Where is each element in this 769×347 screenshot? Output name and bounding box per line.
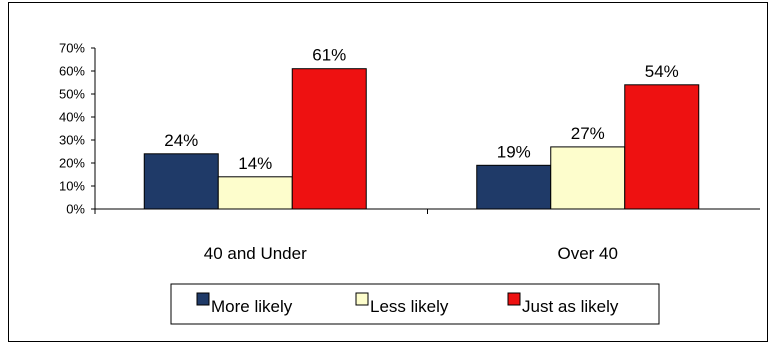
bar — [476, 164, 552, 210]
y-tick-label: 70% — [59, 41, 85, 56]
bar — [550, 146, 626, 210]
bar — [291, 68, 367, 210]
legend-label: More likely — [211, 297, 293, 316]
y-tick-label: 10% — [59, 179, 85, 194]
data-label: 24% — [164, 131, 198, 150]
bar — [217, 176, 293, 210]
category-label: 40 and Under — [204, 244, 307, 263]
legend-label: Just as likely — [522, 297, 619, 316]
data-label: 54% — [645, 62, 679, 81]
y-tick-label: 60% — [59, 64, 85, 79]
y-tick-label: 20% — [59, 156, 85, 171]
legend — [170, 283, 660, 325]
legend-swatch — [507, 292, 521, 306]
bar — [624, 84, 700, 210]
y-tick-label: 0% — [66, 202, 85, 217]
legend-label: Less likely — [370, 297, 449, 316]
data-label: 19% — [497, 142, 531, 161]
data-label: 27% — [571, 124, 605, 143]
data-label: 61% — [312, 46, 346, 65]
y-tick-label: 50% — [59, 87, 85, 102]
legend-swatch — [196, 292, 210, 306]
y-tick-label: 40% — [59, 110, 85, 125]
bar — [143, 153, 219, 210]
legend-swatch — [355, 292, 369, 306]
data-label: 14% — [238, 154, 272, 173]
y-tick-label: 30% — [59, 133, 85, 148]
category-label: Over 40 — [558, 244, 618, 263]
